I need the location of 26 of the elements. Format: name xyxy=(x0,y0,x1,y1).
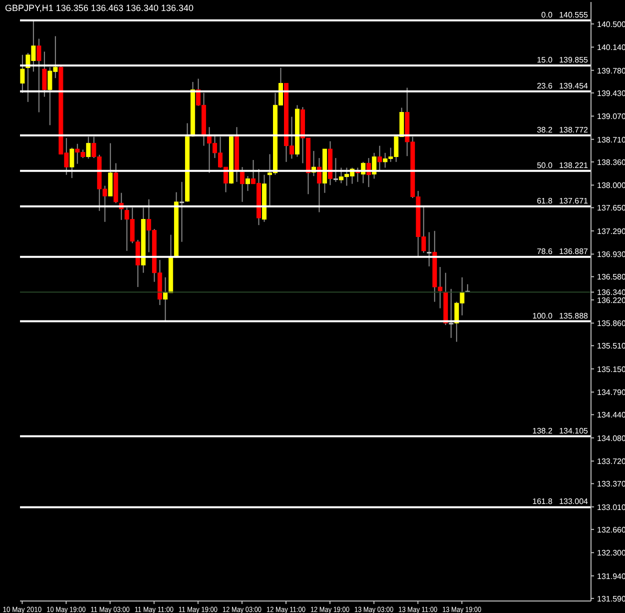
ref-line-label: 23.6 139.454 xyxy=(536,81,589,90)
candlestick xyxy=(448,288,454,338)
candlestick xyxy=(108,142,113,197)
chart-title: GBPJPY,H1 136.356 136.463 136.340 136.340 xyxy=(5,3,194,13)
candlestick xyxy=(86,136,91,160)
ref-line-label: 15.0 139.855 xyxy=(536,56,589,65)
candlestick xyxy=(136,239,140,288)
candlestick xyxy=(377,145,382,172)
candlestick xyxy=(240,166,245,202)
candlestick xyxy=(180,181,184,242)
candlestick xyxy=(333,158,338,182)
ref-line-label: 38.2 138.772 xyxy=(536,125,589,134)
candlestick xyxy=(20,54,25,94)
ref-line-label: 138.2 134.105 xyxy=(532,426,589,436)
candlestick xyxy=(70,147,74,179)
ref-line-label: 78.6 136.887 xyxy=(536,246,589,256)
candlestick xyxy=(36,38,42,113)
ref-line-label: 61.8 137.671 xyxy=(536,196,589,206)
candlestick xyxy=(246,176,250,192)
ref-line-label: 50.0 138.221 xyxy=(536,160,589,170)
ref-line-label: 0.0 140.555 xyxy=(541,10,589,20)
candlestick xyxy=(42,51,47,98)
candlestick xyxy=(316,158,322,213)
candlestick xyxy=(426,232,432,267)
ref-line-label: 161.8 133.004 xyxy=(532,497,589,506)
ref-line-label: 100.0 135.888 xyxy=(532,311,589,320)
